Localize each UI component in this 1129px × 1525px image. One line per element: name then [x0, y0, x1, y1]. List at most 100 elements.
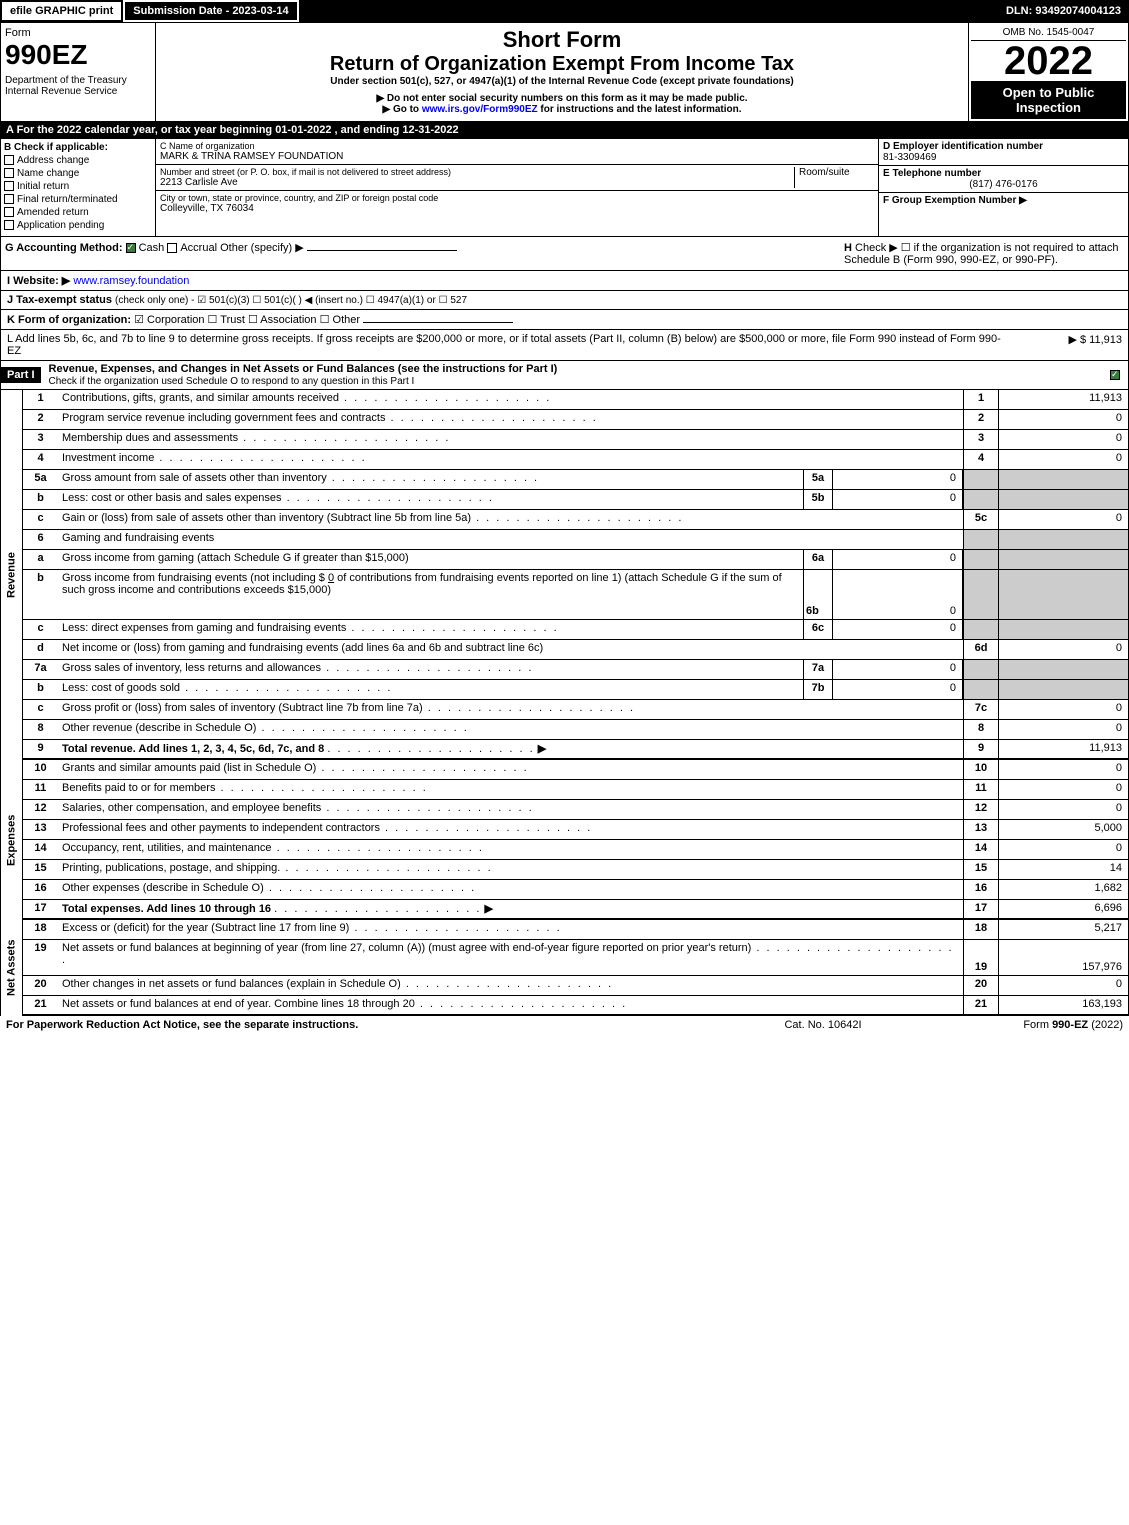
accrual-checkbox[interactable]: [167, 243, 177, 253]
revenue-label: Revenue: [0, 390, 22, 760]
line-6-desc: Gaming and fundraising events: [58, 530, 963, 549]
line-14-desc: Occupancy, rent, utilities, and maintena…: [58, 840, 963, 859]
line-7c-desc: Gross profit or (loss) from sales of inv…: [58, 700, 963, 719]
line-10-desc: Grants and similar amounts paid (list in…: [58, 760, 963, 779]
revenue-section: Revenue 1Contributions, gifts, grants, a…: [0, 390, 1129, 760]
part-1-label: Part I: [1, 367, 41, 383]
section-gh: G Accounting Method: Cash Accrual Other …: [0, 237, 1129, 271]
ein-label: D Employer identification number: [883, 141, 1043, 152]
line-12-value: 0: [998, 800, 1128, 819]
line-5c-value: 0: [998, 510, 1128, 529]
line-15-desc: Printing, publications, postage, and shi…: [58, 860, 963, 879]
ein-value: 81-3309469: [883, 152, 1124, 163]
dept-treasury: Department of the Treasury: [5, 75, 151, 86]
line-7b-value: 0: [833, 680, 963, 699]
efile-print-button[interactable]: efile GRAPHIC print: [0, 0, 123, 22]
gross-receipts-note: L Add lines 5b, 6c, and 7b to line 9 to …: [7, 333, 1002, 357]
line-18-value: 5,217: [998, 920, 1128, 939]
line-7c-value: 0: [998, 700, 1128, 719]
line-6a-value: 0: [833, 550, 963, 569]
schedule-o-note: Check if the organization used Schedule …: [49, 376, 415, 387]
form-ref: Form 990-EZ (2022): [923, 1019, 1123, 1031]
gross-receipts-amount: ▶ $ 11,913: [1002, 333, 1122, 357]
net-assets-label: Net Assets: [0, 920, 22, 1016]
line-17-desc: Total expenses. Add lines 10 through 16 …: [58, 900, 963, 918]
page-footer: For Paperwork Reduction Act Notice, see …: [0, 1016, 1129, 1034]
section-l: L Add lines 5b, 6c, and 7b to line 9 to …: [0, 330, 1129, 361]
irs-label: Internal Revenue Service: [5, 86, 151, 97]
line-19-desc: Net assets or fund balances at beginning…: [58, 940, 963, 975]
line-5c-desc: Gain or (loss) from sale of assets other…: [58, 510, 963, 529]
line-4-desc: Investment income: [58, 450, 963, 469]
line-16-value: 1,682: [998, 880, 1128, 899]
line-6d-desc: Net income or (loss) from gaming and fun…: [58, 640, 963, 659]
line-1-desc: Contributions, gifts, grants, and simila…: [58, 390, 963, 409]
expenses-section: Expenses 10Grants and similar amounts pa…: [0, 760, 1129, 920]
line-11-value: 0: [998, 780, 1128, 799]
line-2-desc: Program service revenue including govern…: [58, 410, 963, 429]
tax-year: 2022: [971, 41, 1126, 81]
top-bar: efile GRAPHIC print Submission Date - 20…: [0, 0, 1129, 22]
schedule-b-note: Check ▶ ☐ if the organization is not req…: [844, 242, 1119, 266]
line-4-value: 0: [998, 450, 1128, 469]
final-return-checkbox[interactable]: [4, 194, 14, 204]
line-20-desc: Other changes in net assets or fund bala…: [58, 976, 963, 995]
section-c: C Name of organization MARK & TRINA RAMS…: [156, 139, 878, 236]
website-link[interactable]: www.ramsey.foundation: [73, 275, 189, 287]
dln-number: DLN: 93492074004123: [998, 2, 1129, 20]
tax-exempt-status: (check only one) - ☑ 501(c)(3) ☐ 501(c)(…: [115, 295, 467, 306]
phone-label: E Telephone number: [883, 168, 981, 179]
form-of-org: ☑ Corporation ☐ Trust ☐ Association ☐ Ot…: [134, 314, 360, 326]
line-19-value: 157,976: [998, 940, 1128, 975]
line-9-desc: Total revenue. Add lines 1, 2, 3, 4, 5c,…: [58, 740, 963, 758]
form-number: 990EZ: [5, 39, 151, 71]
line-17-value: 6,696: [998, 900, 1128, 918]
section-def: D Employer identification number 81-3309…: [878, 139, 1128, 236]
part-1-header: Part I Revenue, Expenses, and Changes in…: [0, 361, 1129, 390]
line-3-desc: Membership dues and assessments: [58, 430, 963, 449]
section-b: B Check if applicable: Address change Na…: [1, 139, 156, 236]
line-2-value: 0: [998, 410, 1128, 429]
line-13-desc: Professional fees and other payments to …: [58, 820, 963, 839]
schedule-o-checkbox[interactable]: [1110, 370, 1120, 380]
line-6c-value: 0: [833, 620, 963, 639]
line-7b-desc: Less: cost of goods sold: [58, 680, 803, 699]
phone-value: (817) 476-0176: [883, 179, 1124, 190]
initial-return-checkbox[interactable]: [4, 181, 14, 191]
expenses-label: Expenses: [0, 760, 22, 920]
line-10-value: 0: [998, 760, 1128, 779]
line-7a-value: 0: [833, 660, 963, 679]
line-5b-value: 0: [833, 490, 963, 509]
name-change-checkbox[interactable]: [4, 168, 14, 178]
address-change-checkbox[interactable]: [4, 155, 14, 165]
line-8-desc: Other revenue (describe in Schedule O): [58, 720, 963, 739]
org-name: MARK & TRINA RAMSEY FOUNDATION: [160, 151, 874, 162]
section-h-label: H: [844, 242, 852, 254]
group-exemption-label: F Group Exemption Number ▶: [883, 195, 1027, 206]
line-21-value: 163,193: [998, 996, 1128, 1014]
room-suite-label: Room/suite: [794, 167, 874, 188]
amended-return-checkbox[interactable]: [4, 207, 14, 217]
line-6b-desc: Gross income from fundraising events (no…: [58, 570, 803, 619]
org-info-grid: B Check if applicable: Address change Na…: [0, 138, 1129, 237]
section-i: I Website: ▶ www.ramsey.foundation: [0, 271, 1129, 291]
line-5a-desc: Gross amount from sale of assets other t…: [58, 470, 803, 489]
subtitle-1: Under section 501(c), 527, or 4947(a)(1)…: [160, 76, 964, 87]
line-11-desc: Benefits paid to or for members: [58, 780, 963, 799]
line-8-value: 0: [998, 720, 1128, 739]
form-header: Form 990EZ Department of the Treasury In…: [0, 22, 1129, 122]
line-3-value: 0: [998, 430, 1128, 449]
line-6d-value: 0: [998, 640, 1128, 659]
main-title: Return of Organization Exempt From Incom…: [160, 53, 964, 76]
section-k: K Form of organization: ☑ Corporation ☐ …: [0, 310, 1129, 330]
cash-checkbox[interactable]: [126, 243, 136, 253]
section-j: J Tax-exempt status (check only one) - ☑…: [0, 291, 1129, 310]
irs-link[interactable]: www.irs.gov/Form990EZ: [422, 104, 538, 115]
subtitle-3: ▶ Go to www.irs.gov/Form990EZ for instru…: [160, 104, 964, 115]
line-7a-desc: Gross sales of inventory, less returns a…: [58, 660, 803, 679]
line-5b-desc: Less: cost or other basis and sales expe…: [58, 490, 803, 509]
org-name-label: C Name of organization: [160, 141, 874, 151]
application-pending-checkbox[interactable]: [4, 220, 14, 230]
accounting-method-label: G Accounting Method:: [5, 242, 123, 254]
line-12-desc: Salaries, other compensation, and employ…: [58, 800, 963, 819]
